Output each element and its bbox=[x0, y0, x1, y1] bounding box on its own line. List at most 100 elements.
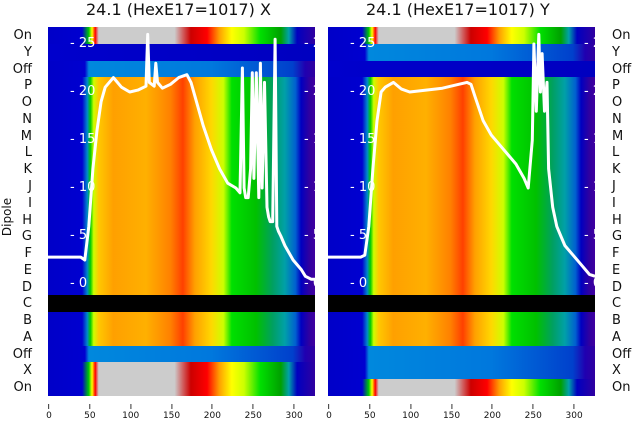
x-tick-label: 200 bbox=[484, 404, 501, 421]
heatmap-row-l bbox=[328, 144, 595, 162]
heatmap-row-on bbox=[48, 27, 315, 45]
heatmap-row-i bbox=[328, 194, 595, 212]
overlay-ytick-label: - 10 bbox=[584, 180, 595, 195]
heatmap-row-p bbox=[48, 77, 315, 95]
overlay-series-line bbox=[48, 32, 315, 281]
heatmap-row-e bbox=[48, 261, 315, 280]
overlay-series-line bbox=[328, 32, 595, 278]
y-axis-label: Dipole bbox=[0, 197, 15, 237]
heatmap-row-m bbox=[48, 127, 315, 145]
row-label: On bbox=[612, 380, 631, 396]
heatmap-row-y bbox=[48, 43, 315, 62]
heatmap-row-d bbox=[48, 278, 315, 296]
row-label: L bbox=[612, 145, 620, 161]
row-label: G bbox=[21, 229, 32, 245]
row-label: O bbox=[21, 95, 32, 111]
heatmap-row-off bbox=[328, 345, 595, 363]
row-label: O bbox=[612, 95, 623, 111]
row-label: J bbox=[28, 178, 32, 194]
row-label: P bbox=[24, 78, 32, 94]
heatmap-row-on bbox=[328, 379, 595, 396]
overlay-ytick-label: - 10 bbox=[70, 180, 96, 195]
heatmap-row-x bbox=[328, 362, 595, 380]
row-label: P bbox=[612, 78, 620, 94]
row-label: J bbox=[612, 178, 616, 194]
x-tick-label: 300 bbox=[566, 404, 583, 421]
overlay-ytick-label: - 25 bbox=[70, 36, 96, 51]
heatmap-row-y bbox=[328, 43, 595, 62]
overlay-ytick-label: - 5 bbox=[350, 228, 368, 243]
heatmap-row-on bbox=[48, 379, 315, 396]
heatmap-row-o bbox=[48, 94, 315, 112]
row-label: X bbox=[612, 363, 621, 379]
heatmap-row-e bbox=[328, 261, 595, 280]
row-label: X bbox=[23, 363, 32, 379]
overlay-ytick-label: - 0 bbox=[584, 276, 595, 291]
row-label: K bbox=[612, 162, 621, 178]
overlay-ytick-label: - 0 bbox=[70, 276, 88, 291]
heatmap-row-a bbox=[328, 328, 595, 347]
x-tick-label: 50 bbox=[84, 404, 95, 421]
overlay-ytick-label: - 5 bbox=[304, 228, 315, 243]
heatmap-row-l bbox=[48, 144, 315, 162]
heatmap-row-h bbox=[48, 211, 315, 229]
row-label: E bbox=[612, 262, 621, 278]
overlay-ytick-label: - 20 bbox=[350, 84, 376, 99]
row-label: B bbox=[612, 313, 621, 329]
row-label: F bbox=[24, 246, 32, 262]
overlay-ytick-label: - 5 bbox=[70, 228, 88, 243]
overlay-ytick-label: - 15 bbox=[70, 132, 96, 147]
heatmap-row-a bbox=[48, 328, 315, 347]
heatmap-row-off bbox=[328, 60, 595, 78]
x-tick-label: 250 bbox=[525, 404, 542, 421]
row-label: Off bbox=[612, 61, 632, 77]
heatmap-row-d bbox=[328, 278, 595, 296]
x-tick-label: 150 bbox=[443, 404, 460, 421]
x-tick-label: 150 bbox=[163, 404, 180, 421]
overlay-ytick-label: - 15 bbox=[304, 132, 315, 147]
heatmap-row-k bbox=[48, 161, 315, 179]
overlay-ytick-label: - 25 bbox=[350, 36, 376, 51]
row-label: H bbox=[22, 212, 32, 228]
x-tick-label: 50 bbox=[364, 404, 375, 421]
row-label: On bbox=[612, 28, 631, 43]
row-label: C bbox=[612, 296, 622, 312]
overlay-ytick-label: - 20 bbox=[70, 84, 96, 99]
row-label: E bbox=[23, 262, 32, 278]
row-label: B bbox=[23, 313, 32, 329]
row-label: D bbox=[612, 279, 623, 295]
row-label: I bbox=[28, 195, 32, 211]
heatmap-row-n bbox=[48, 110, 315, 129]
heatmap-row-n bbox=[328, 110, 595, 129]
row-label: F bbox=[612, 246, 620, 262]
row-label: Y bbox=[612, 44, 620, 60]
row-label: K bbox=[23, 162, 32, 178]
row-label: Off bbox=[612, 346, 632, 362]
overlay-ytick-label: - 5 bbox=[584, 228, 595, 243]
heatmap-row-m bbox=[328, 127, 595, 145]
x-tick-label: 200 bbox=[204, 404, 221, 421]
overlay-ytick-label: - 25 bbox=[584, 36, 595, 51]
heatmap-row-f bbox=[48, 245, 315, 263]
overlay-ytick-label: - 20 bbox=[304, 84, 315, 99]
row-label: A bbox=[612, 329, 621, 345]
row-label: A bbox=[23, 329, 32, 345]
heatmap-row-b bbox=[48, 312, 315, 330]
row-label: M bbox=[20, 128, 32, 144]
row-label: I bbox=[612, 195, 616, 211]
heatmap-row-g bbox=[328, 228, 595, 246]
row-label: Off bbox=[12, 346, 32, 362]
x-tick-label: 0 bbox=[326, 404, 332, 421]
heatmap-row-f bbox=[328, 245, 595, 263]
chart-title-x: 24.1 (HexE17=1017) X bbox=[86, 0, 271, 19]
row-label: N bbox=[22, 111, 32, 127]
row-label: G bbox=[612, 229, 623, 245]
x-tick-label: 0 bbox=[46, 404, 52, 421]
heatmap-row-h bbox=[328, 211, 595, 229]
overlay-ytick-label: - 20 bbox=[584, 84, 595, 99]
heatmap-row-g bbox=[48, 228, 315, 246]
overlay-line-plot bbox=[48, 32, 315, 281]
overlay-ytick-label: - 15 bbox=[584, 132, 595, 147]
overlay-ytick-label: - 10 bbox=[350, 180, 376, 195]
overlay-ytick-label: - 0 bbox=[350, 276, 368, 291]
